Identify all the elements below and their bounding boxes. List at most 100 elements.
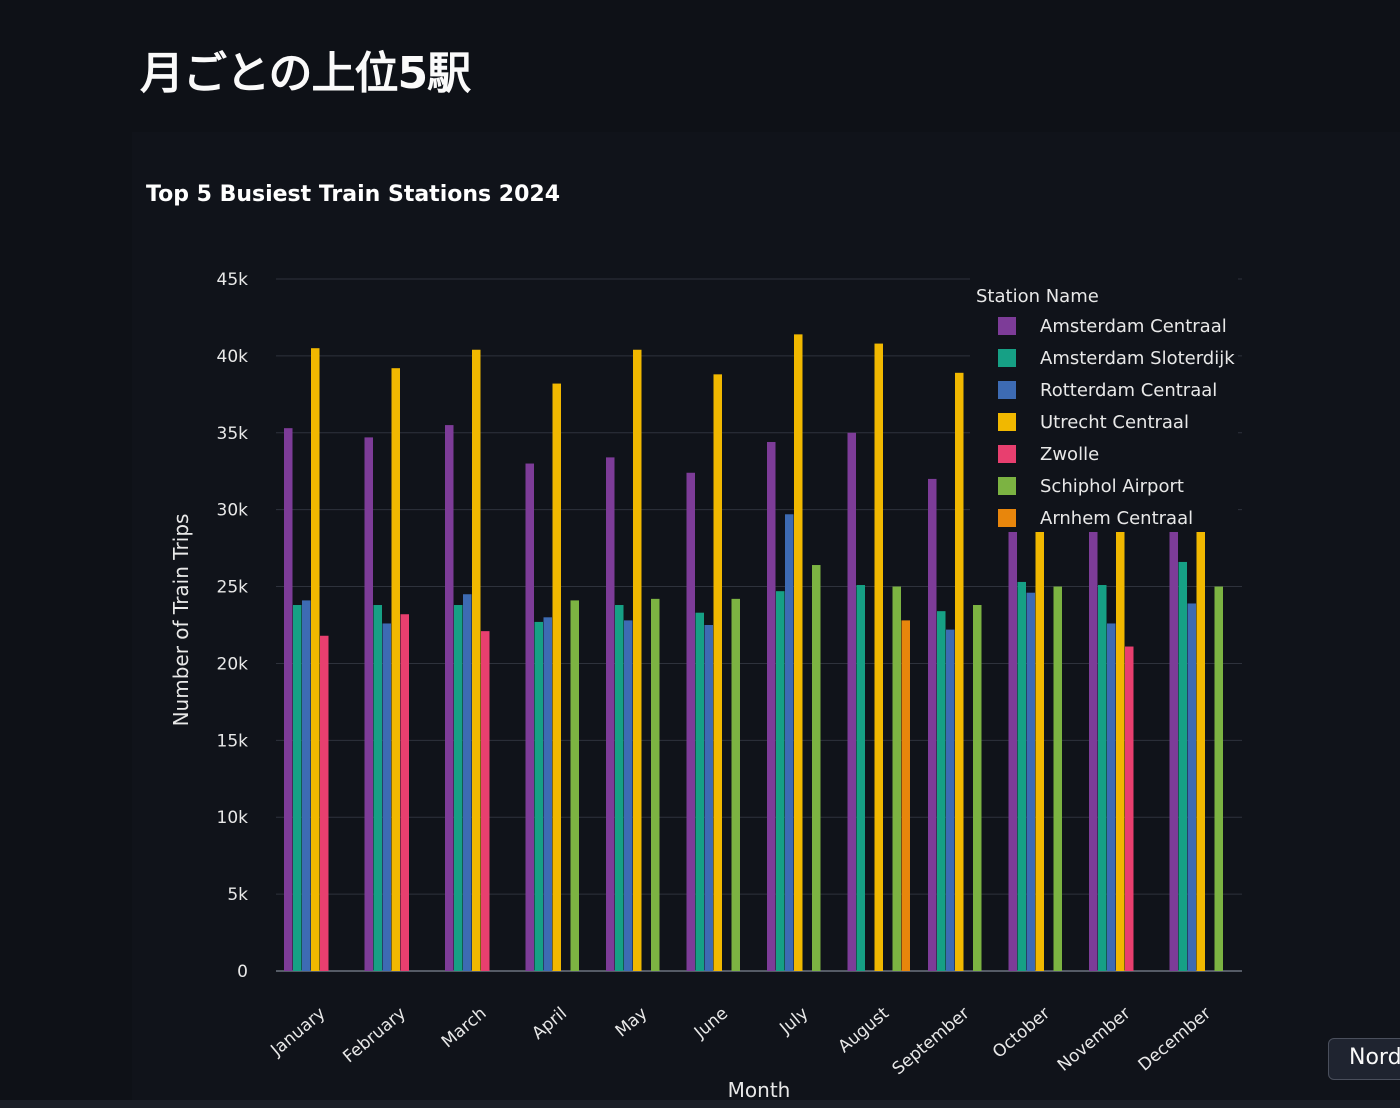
legend-item-label[interactable]: Amsterdam Sloterdijk xyxy=(1040,348,1235,369)
legend-item-label[interactable]: Schiphol Airport xyxy=(1040,476,1184,497)
bar[interactable] xyxy=(1008,517,1018,971)
legend-item-label[interactable]: Rotterdam Centraal xyxy=(1040,380,1217,401)
bar[interactable] xyxy=(1187,603,1197,971)
bar[interactable] xyxy=(624,620,633,971)
y-tick-label: 35k xyxy=(217,424,249,444)
y-tick-label: 10k xyxy=(217,808,249,828)
bar[interactable] xyxy=(856,585,866,971)
bar[interactable] xyxy=(382,623,392,971)
bar[interactable] xyxy=(892,586,902,971)
bar[interactable] xyxy=(364,437,374,971)
bar[interactable] xyxy=(1026,592,1036,971)
bar[interactable] xyxy=(1089,525,1098,971)
bar[interactable] xyxy=(955,372,964,971)
bar[interactable] xyxy=(391,368,401,971)
y-tick-label: 25k xyxy=(217,578,249,598)
bar[interactable] xyxy=(570,600,580,971)
x-tick-label: March xyxy=(438,1004,491,1053)
x-tick-label: October xyxy=(989,1004,1054,1063)
bar[interactable] xyxy=(767,442,776,971)
bar[interactable] xyxy=(311,348,320,971)
x-tick-label: September xyxy=(889,1004,974,1080)
x-tick-label: August xyxy=(835,1003,894,1057)
bar[interactable] xyxy=(731,598,741,971)
x-tick-label: July xyxy=(775,1004,812,1040)
bar[interactable] xyxy=(901,620,911,971)
legend-item-label[interactable]: Utrecht Centraal xyxy=(1040,412,1189,433)
bar[interactable] xyxy=(651,598,660,971)
x-tick-label: June xyxy=(690,1004,732,1044)
bar[interactable] xyxy=(785,514,794,971)
bar[interactable] xyxy=(1178,561,1188,971)
bar[interactable] xyxy=(973,605,982,971)
y-tick-label: 40k xyxy=(217,347,249,367)
bar[interactable] xyxy=(445,425,454,972)
x-tick-label: May xyxy=(612,1004,652,1042)
bar[interactable] xyxy=(847,432,857,971)
bar[interactable] xyxy=(695,612,705,971)
x-axis-title: Month xyxy=(728,1078,791,1102)
bar[interactable] xyxy=(1116,368,1125,971)
y-axis-title: Number of Train Trips xyxy=(169,514,193,727)
bar[interactable] xyxy=(1196,355,1206,971)
x-tick-label: February xyxy=(339,1004,410,1068)
legend-swatch[interactable] xyxy=(998,477,1016,495)
bottom-strip xyxy=(0,1100,1400,1108)
y-tick-label: 30k xyxy=(217,501,249,521)
legend-swatch[interactable] xyxy=(998,349,1016,367)
bar[interactable] xyxy=(633,349,642,971)
bar[interactable] xyxy=(284,428,293,972)
bar[interactable] xyxy=(874,343,884,971)
bar[interactable] xyxy=(454,605,463,971)
bar[interactable] xyxy=(534,621,544,971)
y-tick-label: 0 xyxy=(237,962,248,982)
legend-swatch[interactable] xyxy=(998,317,1016,335)
bar[interactable] xyxy=(481,631,490,971)
legend-item-label[interactable]: Arnhem Centraal xyxy=(1040,508,1193,529)
bar[interactable] xyxy=(1098,585,1107,971)
bar[interactable] xyxy=(1214,586,1224,971)
bar[interactable] xyxy=(320,635,329,971)
bar[interactable] xyxy=(293,605,302,971)
bar[interactable] xyxy=(552,383,562,971)
bar[interactable] xyxy=(713,374,723,971)
bar[interactable] xyxy=(525,463,535,971)
bar[interactable] xyxy=(1053,586,1063,971)
bar-chart[interactable]: Top 5 Busiest Train Stations 2024 0 5k 10k… xyxy=(132,132,1400,1108)
bar[interactable] xyxy=(946,629,955,971)
bar[interactable] xyxy=(463,594,472,971)
bar[interactable] xyxy=(704,625,714,971)
legend-swatch[interactable] xyxy=(998,381,1016,399)
legend-item-label[interactable]: Zwolle xyxy=(1040,444,1099,465)
chart-panel: Top 5 Busiest Train Stations 2024 0 5k 10k… xyxy=(132,132,1400,1108)
bar[interactable] xyxy=(1107,623,1116,971)
bar[interactable] xyxy=(1035,363,1045,971)
legend-swatch[interactable] xyxy=(998,509,1016,527)
bar[interactable] xyxy=(937,611,946,971)
bars xyxy=(284,334,1224,972)
bar[interactable] xyxy=(686,472,696,971)
legend[interactable]: Station Name Amsterdam Centraal Amsterdam… xyxy=(970,278,1238,532)
bar[interactable] xyxy=(1125,646,1134,971)
y-tick-label: 15k xyxy=(217,731,249,751)
bar[interactable] xyxy=(606,457,615,972)
bar[interactable] xyxy=(302,600,311,971)
chart-title: Top 5 Busiest Train Stations 2024 xyxy=(146,182,560,207)
bar[interactable] xyxy=(1169,509,1179,971)
bar[interactable] xyxy=(615,605,624,971)
page-heading: 月ごとの上位5駅 xyxy=(140,48,471,99)
bar[interactable] xyxy=(472,349,481,971)
legend-swatch[interactable] xyxy=(998,445,1016,463)
legend-swatch[interactable] xyxy=(998,413,1016,431)
x-tick-label: November xyxy=(1054,1004,1135,1076)
y-tick-label: 5k xyxy=(227,885,248,905)
bar[interactable] xyxy=(776,591,785,971)
bar[interactable] xyxy=(812,565,821,971)
bar[interactable] xyxy=(543,617,553,971)
bar[interactable] xyxy=(928,478,937,971)
bar[interactable] xyxy=(794,334,803,971)
bar[interactable] xyxy=(373,605,383,971)
bar[interactable] xyxy=(1017,581,1027,971)
bar[interactable] xyxy=(400,614,410,971)
legend-item-label[interactable]: Amsterdam Centraal xyxy=(1040,316,1227,337)
